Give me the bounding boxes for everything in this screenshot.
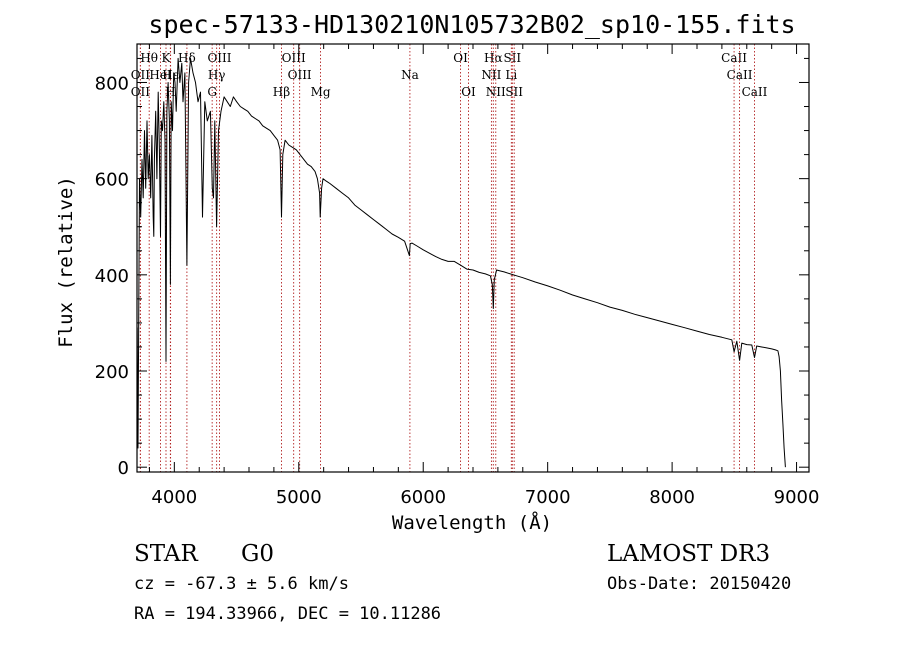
spectrum-series	[136, 57, 786, 468]
line-label-18: Hα	[484, 51, 503, 65]
line-label-26: CaII	[742, 85, 768, 99]
spectrum-line	[136, 57, 786, 468]
y-tick-label: 0	[118, 458, 129, 479]
line-label-0: Hθ	[140, 51, 158, 65]
redshift-cz: cz = -67.3 ± 5.6 km/s	[134, 574, 349, 594]
x-tick-label: 4000	[151, 487, 197, 508]
line-label-16: OI	[453, 51, 468, 65]
line-label-11: OIII	[282, 51, 306, 65]
line-label-5: H	[165, 85, 175, 99]
line-label-20: NII	[486, 85, 506, 99]
line-label-9: Hγ	[208, 68, 226, 82]
x-tick-label: 8000	[649, 487, 695, 508]
survey-name: LAMOST DR3	[607, 541, 770, 567]
line-label-7: Hδ	[178, 51, 196, 65]
line-label-3: HeI	[149, 68, 172, 82]
line-label-23: SII	[505, 85, 523, 99]
line-label-25: CaII	[727, 68, 753, 82]
y-axis-ticks: 0 200 400 600 800	[95, 57, 809, 479]
plot-frame	[136, 43, 810, 473]
obs-date: Obs-Date: 20150420	[607, 574, 791, 594]
line-label-4: K	[162, 51, 172, 65]
subclass: G0	[241, 541, 274, 567]
line-label-24: CaII	[721, 51, 747, 65]
line-label-17: OI	[461, 85, 476, 99]
line-label-12: OIII	[288, 68, 312, 82]
coordinates: RA = 194.33966, DEC = 10.11286	[134, 604, 441, 624]
x-tick-label: 5000	[276, 487, 322, 508]
chart-title: spec-57133-HD130210N105732B02_sp10-155.f…	[148, 10, 795, 39]
line-label-22: Li	[505, 68, 517, 82]
line-label-10: G	[207, 85, 217, 99]
line-label-8: OIII	[207, 51, 231, 65]
y-tick-label: 800	[95, 73, 129, 94]
line-label-21: SII	[503, 51, 521, 65]
line-label-6: Hε	[162, 68, 179, 82]
y-tick-label: 400	[95, 266, 129, 287]
x-axis-ticks: 4000 5000 6000 7000 8000 9000	[148, 44, 820, 508]
x-tick-label: 6000	[400, 487, 446, 508]
y-tick-label: 200	[95, 362, 129, 383]
line-label-13: Hβ	[273, 85, 290, 99]
y-tick-label: 600	[95, 170, 129, 191]
line-label-2: OII	[131, 85, 151, 99]
line-label-14: Mg	[311, 85, 331, 99]
object-type: STAR	[134, 541, 198, 567]
line-label-1: OII	[131, 68, 151, 82]
x-tick-label: 9000	[774, 487, 820, 508]
x-tick-label: 7000	[525, 487, 571, 508]
line-label-15: Na	[401, 68, 419, 82]
line-label-19: NII	[481, 68, 501, 82]
x-axis-label: Wavelength (Å)	[392, 511, 552, 534]
y-axis-label: Flux (relative)	[55, 176, 77, 348]
